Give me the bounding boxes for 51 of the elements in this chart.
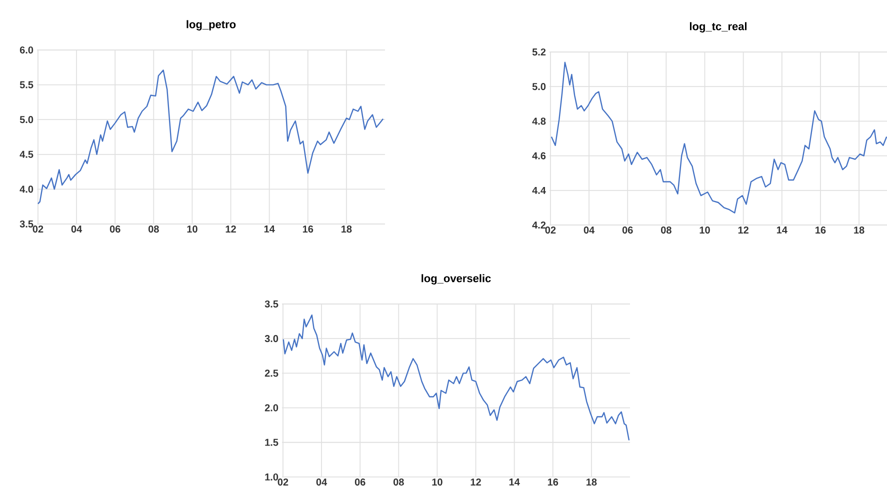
x-tick-label: 08 — [148, 226, 159, 233]
x-tick-label: 08 — [661, 226, 672, 234]
line-series — [550, 62, 887, 214]
y-tick-label: 5.0 — [532, 83, 546, 90]
y-tick-label: 4.0 — [20, 186, 34, 193]
y-tick-label: 6.0 — [20, 46, 34, 54]
y-tick-label: 4.5 — [20, 150, 34, 158]
x-tick-label: 16 — [302, 226, 314, 233]
y-tick-label: 1.5 — [265, 438, 278, 446]
x-tick-label: 04 — [316, 478, 328, 486]
chart-title: log_tc_real — [690, 22, 746, 32]
y-tick-label: 2.5 — [264, 370, 278, 377]
y-tick-label: 4.6 — [532, 152, 546, 160]
y-tick-label: 1.0 — [265, 473, 278, 481]
x-tick-label: 18 — [586, 478, 597, 486]
x-tick-label: 04 — [71, 226, 82, 233]
x-tick-label: 14 — [509, 478, 520, 486]
line-series — [37, 70, 384, 204]
x-tick-label: 06 — [622, 226, 633, 234]
y-tick-label: 3.0 — [264, 335, 278, 342]
x-tick-label: 16 — [548, 478, 558, 486]
y-tick-label: 3.5 — [20, 220, 34, 228]
y-tick-label: 3.5 — [264, 300, 278, 308]
y-tick-label: 4.4 — [532, 186, 546, 194]
x-tick-label: 02 — [32, 226, 44, 233]
y-tick-label: 5.0 — [20, 116, 34, 124]
x-tick-label: 14 — [776, 226, 788, 234]
x-tick-label: 12 — [470, 478, 481, 486]
x-tick-label: 10 — [432, 478, 442, 486]
line-series — [282, 314, 630, 441]
x-tick-label: 08 — [393, 478, 404, 486]
x-tick-label: 10 — [700, 226, 710, 234]
y-tick-label: 5.2 — [532, 48, 546, 56]
x-tick-label: 04 — [584, 226, 595, 234]
x-tick-label: 12 — [738, 226, 748, 234]
x-tick-label: 16 — [816, 226, 826, 234]
x-tick-label: 10 — [187, 226, 198, 233]
x-tick-label: 18 — [342, 226, 352, 233]
chart-title: log_petro — [186, 20, 236, 30]
y-tick-label: 5.5 — [20, 81, 34, 88]
x-tick-label: 02 — [545, 226, 556, 234]
x-tick-label: 12 — [226, 226, 236, 233]
x-tick-label: 06 — [354, 478, 366, 486]
x-tick-label: 14 — [264, 226, 275, 232]
y-tick-label: 4.2 — [532, 222, 546, 228]
y-tick-label: 2.0 — [264, 404, 278, 412]
y-tick-label: 4.8 — [532, 118, 546, 125]
x-tick-label: 18 — [854, 226, 864, 234]
chart-title: log_overselic — [422, 274, 491, 284]
x-tick-label: 02 — [278, 478, 288, 486]
x-tick-label: 06 — [110, 226, 120, 233]
